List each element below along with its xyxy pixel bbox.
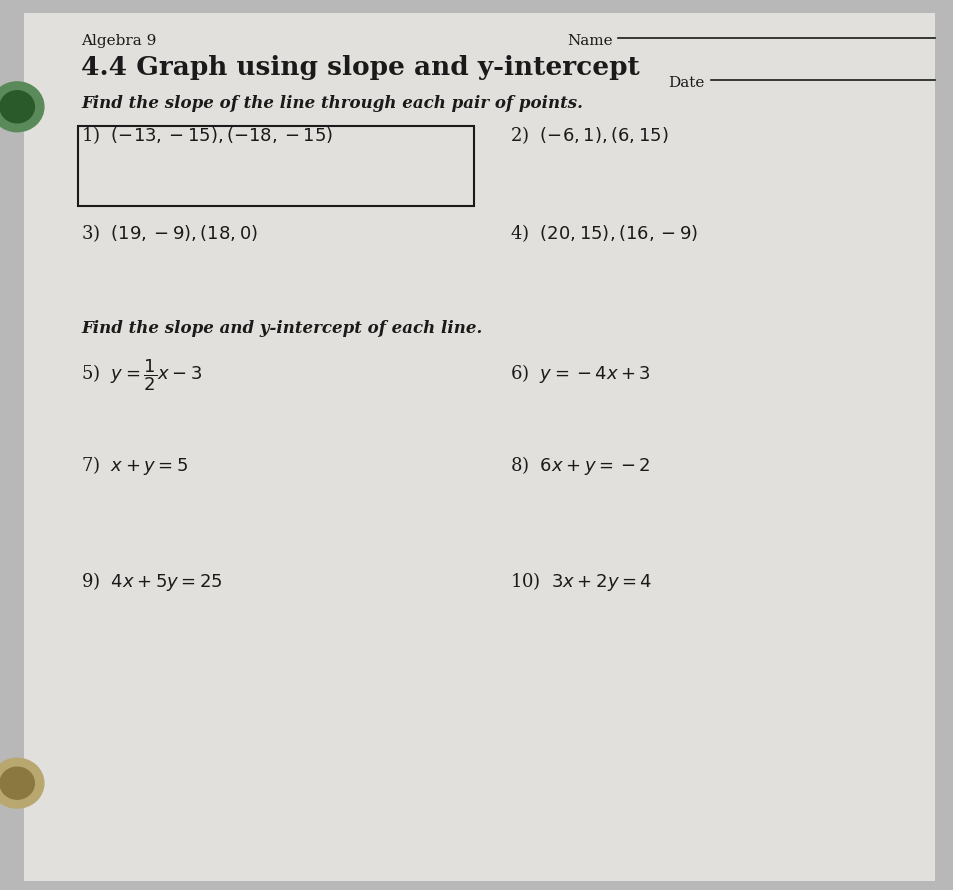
Circle shape	[0, 758, 44, 808]
Circle shape	[0, 767, 34, 799]
Text: 3)  $(19,-9),(18, 0)$: 3) $(19,-9),(18, 0)$	[81, 222, 257, 245]
Text: Find the slope of the line through each pair of points.: Find the slope of the line through each …	[81, 95, 582, 112]
Text: 2)  $(-6, 1),(6, 15)$: 2) $(-6, 1),(6, 15)$	[510, 125, 668, 147]
Text: 7)  $x+y=5$: 7) $x+y=5$	[81, 454, 188, 477]
Text: 9)  $4x+5y=25$: 9) $4x+5y=25$	[81, 570, 222, 593]
Circle shape	[0, 82, 44, 132]
Text: Date: Date	[667, 76, 703, 90]
Text: 8)  $6x+y=-2$: 8) $6x+y=-2$	[510, 454, 650, 477]
Text: 5)  $y=\dfrac{1}{2}x-3$: 5) $y=\dfrac{1}{2}x-3$	[81, 358, 202, 393]
Text: 4)  $(20, 15),(16,-9)$: 4) $(20, 15),(16,-9)$	[510, 222, 698, 245]
Text: Name: Name	[567, 34, 613, 48]
FancyBboxPatch shape	[24, 13, 934, 881]
Text: 1)  $(-13,-15),(-18,-15)$: 1) $(-13,-15),(-18,-15)$	[81, 125, 333, 147]
Text: 4.4 Graph using slope and y-intercept: 4.4 Graph using slope and y-intercept	[81, 55, 639, 80]
Text: Find the slope and y-intercept of each line.: Find the slope and y-intercept of each l…	[81, 320, 482, 337]
Text: 6)  $y=-4x+3$: 6) $y=-4x+3$	[510, 362, 651, 385]
Bar	[78, 126, 474, 206]
Text: 10)  $3x+2y=4$: 10) $3x+2y=4$	[510, 570, 652, 593]
Text: Algebra 9: Algebra 9	[81, 34, 156, 48]
Circle shape	[0, 91, 34, 123]
